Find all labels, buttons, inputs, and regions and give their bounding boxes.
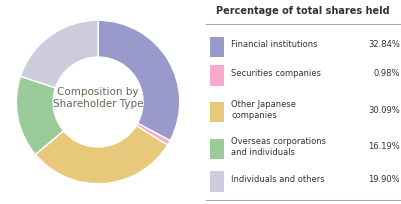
Wedge shape xyxy=(136,123,170,145)
Text: 16.19%: 16.19% xyxy=(367,142,399,151)
FancyBboxPatch shape xyxy=(209,65,223,86)
Wedge shape xyxy=(20,20,98,88)
Text: 32.84%: 32.84% xyxy=(367,40,399,49)
Text: 0.98%: 0.98% xyxy=(373,69,399,78)
Wedge shape xyxy=(98,20,179,141)
Text: Overseas corporations
and individuals: Overseas corporations and individuals xyxy=(231,137,326,157)
Text: Individuals and others: Individuals and others xyxy=(231,175,324,184)
Text: 19.90%: 19.90% xyxy=(367,175,399,184)
Text: Percentage of total shares held: Percentage of total shares held xyxy=(215,6,388,16)
FancyBboxPatch shape xyxy=(209,139,223,159)
Wedge shape xyxy=(16,76,63,154)
Text: Securities companies: Securities companies xyxy=(231,69,320,78)
FancyBboxPatch shape xyxy=(209,37,223,57)
Text: Financial institutions: Financial institutions xyxy=(231,40,317,49)
Text: Other Japanese
companies: Other Japanese companies xyxy=(231,100,296,120)
Text: Composition by
Shareholder Type: Composition by Shareholder Type xyxy=(53,87,143,109)
FancyBboxPatch shape xyxy=(209,102,223,122)
Text: 30.09%: 30.09% xyxy=(367,106,399,115)
Wedge shape xyxy=(35,126,167,184)
FancyBboxPatch shape xyxy=(209,171,223,192)
